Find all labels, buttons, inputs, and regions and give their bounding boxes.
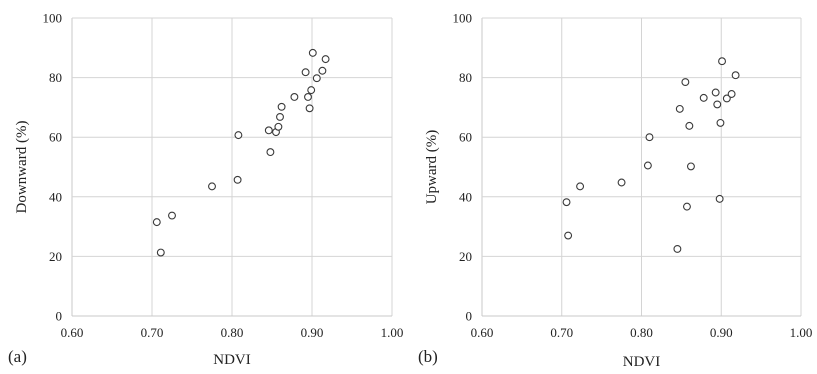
data-point xyxy=(318,66,327,75)
data-point xyxy=(727,90,736,98)
x-tick-label: 1.00 xyxy=(790,325,813,340)
data-point xyxy=(673,245,682,253)
x-tick-label: 0.90 xyxy=(301,325,324,340)
y-axis-title: Downward (%) xyxy=(14,121,30,214)
data-point xyxy=(277,102,286,111)
x-tick-label: 0.70 xyxy=(550,325,573,340)
data-point xyxy=(716,118,725,127)
data-point xyxy=(156,248,165,257)
data-point xyxy=(312,74,321,83)
y-tick-label: 0 xyxy=(466,309,473,324)
y-tick-label: 80 xyxy=(49,70,62,85)
x-tick-label: 1.00 xyxy=(381,325,404,340)
data-point xyxy=(718,57,726,66)
data-point xyxy=(683,202,691,211)
y-tick-label: 20 xyxy=(49,249,62,264)
y-tick-label: 60 xyxy=(49,130,62,145)
data-point xyxy=(562,198,571,207)
data-point xyxy=(208,182,216,191)
y-tick-label: 80 xyxy=(459,70,472,85)
data-point xyxy=(686,162,695,171)
data-point xyxy=(168,211,176,220)
data-point xyxy=(675,104,684,113)
data-point xyxy=(152,218,161,227)
panel-label: (a) xyxy=(8,347,27,366)
data-point xyxy=(715,194,724,203)
data-point xyxy=(274,122,283,131)
data-point xyxy=(722,94,731,103)
x-tick-label: 0.80 xyxy=(221,325,244,340)
data-point xyxy=(685,121,694,130)
data-point xyxy=(305,104,314,113)
y-tick-label: 100 xyxy=(453,11,473,26)
data-point xyxy=(645,133,654,142)
data-point xyxy=(264,126,273,135)
panel-a: 0.60 0.70 0.80 0.90 1.00 0 20 40 60 80 100 NDVI Down… xyxy=(8,11,403,369)
data-point xyxy=(713,100,722,109)
y-tick-label: 20 xyxy=(459,249,472,264)
data-point xyxy=(233,175,242,184)
y-tick-label: 40 xyxy=(49,189,62,204)
data-point xyxy=(301,68,310,77)
data-point xyxy=(304,93,312,101)
data-point xyxy=(276,112,284,121)
data-point xyxy=(711,88,720,97)
y-axis-title: Upward (%) xyxy=(424,130,440,205)
x-tick-label: 0.60 xyxy=(61,325,84,340)
x-axis-title: NDVI xyxy=(623,354,661,370)
data-point xyxy=(731,71,740,80)
data-point xyxy=(308,48,317,57)
data-point xyxy=(290,93,299,101)
data-point xyxy=(643,161,652,170)
data-point xyxy=(321,55,330,64)
data-point xyxy=(266,148,275,157)
data-point xyxy=(576,182,585,191)
data-point xyxy=(617,178,626,187)
panel-b: 0.60 0.70 0.80 0.90 1.00 0 20 40 60 80 100 NDVI Upwa… xyxy=(418,11,812,371)
x-tick-label: 0.90 xyxy=(710,325,733,340)
data-point xyxy=(681,78,690,87)
x-tick-label: 0.70 xyxy=(141,325,164,340)
x-axis-title: NDVI xyxy=(213,352,251,368)
x-tick-label: 0.60 xyxy=(471,325,494,340)
y-tick-label: 100 xyxy=(43,11,63,26)
y-tick-label: 60 xyxy=(459,130,472,145)
panel-label: (b) xyxy=(418,347,438,366)
data-point xyxy=(234,131,243,140)
data-point xyxy=(307,86,316,95)
data-point xyxy=(699,93,708,102)
data-point xyxy=(564,231,573,240)
y-tick-label: 40 xyxy=(459,189,472,204)
x-tick-label: 0.80 xyxy=(630,325,653,340)
y-tick-label: 0 xyxy=(56,309,63,324)
